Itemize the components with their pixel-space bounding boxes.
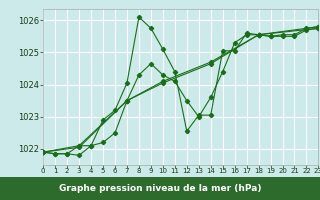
Text: Graphe pression niveau de la mer (hPa): Graphe pression niveau de la mer (hPa) (59, 184, 261, 193)
